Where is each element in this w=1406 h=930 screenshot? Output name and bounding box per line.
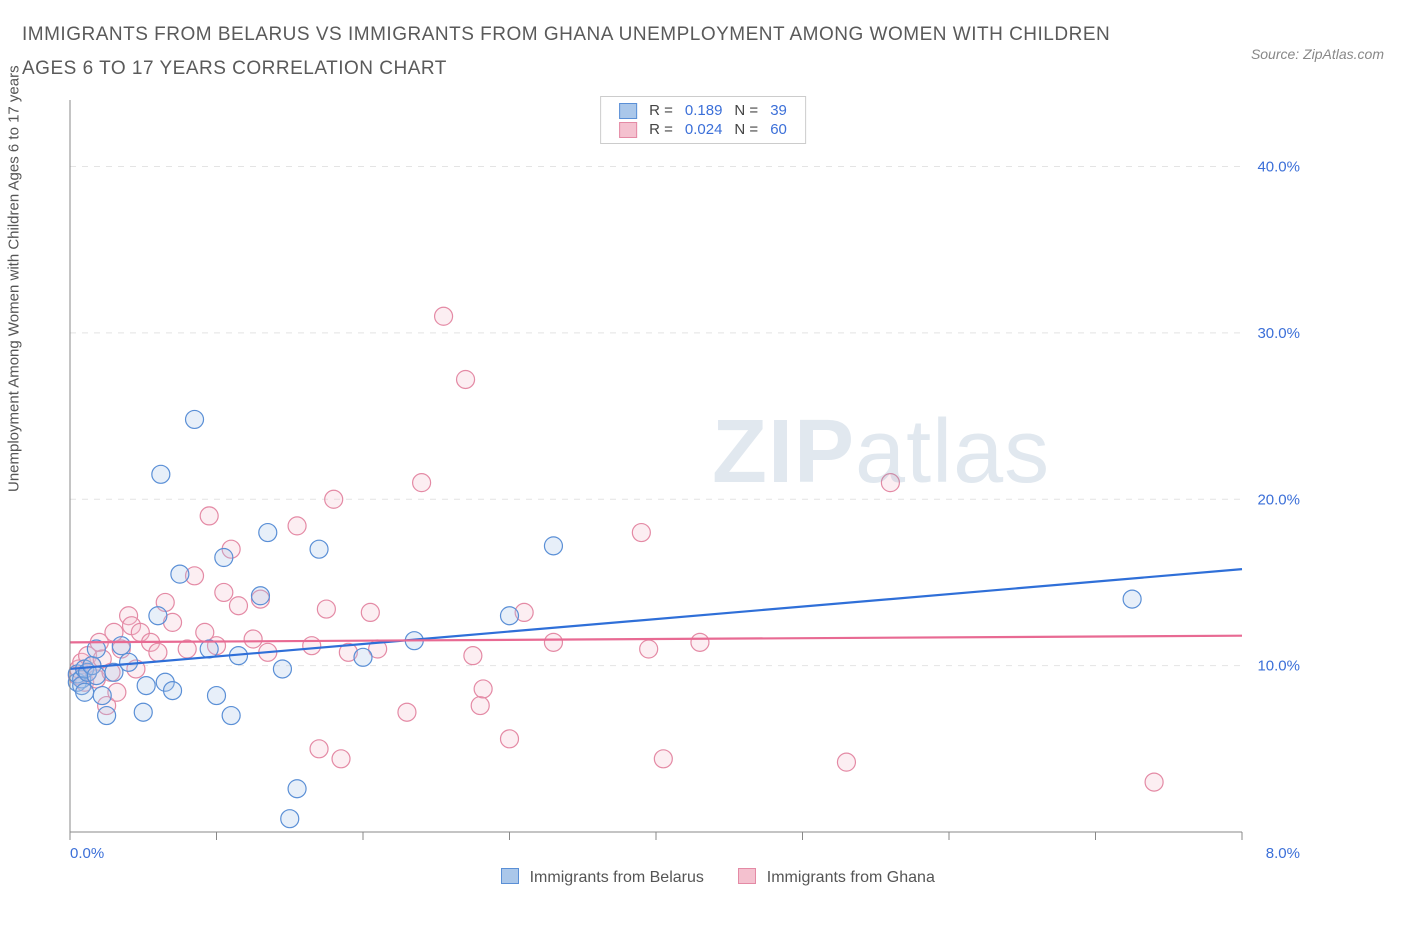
swatch-belarus xyxy=(619,103,637,119)
r-value-belarus: 0.189 xyxy=(679,101,729,120)
svg-text:10.0%: 10.0% xyxy=(1257,658,1300,675)
stats-legend: R = 0.189 N = 39 R = 0.024 N = 60 xyxy=(600,96,806,144)
svg-text:8.0%: 8.0% xyxy=(1266,845,1300,862)
legend-swatch-ghana xyxy=(738,868,756,884)
stats-row-ghana: R = 0.024 N = 60 xyxy=(613,120,793,139)
y-axis-label: Unemployment Among Women with Children A… xyxy=(6,65,23,492)
chart-container: Unemployment Among Women with Children A… xyxy=(22,96,1384,887)
source-label: Source: ZipAtlas.com xyxy=(1251,18,1384,62)
n-label: N = xyxy=(728,101,764,120)
n-value-ghana: 60 xyxy=(764,120,793,139)
scatter-chart: 10.0% 20.0% 30.0% 40.0% 0.0% 8.0% xyxy=(22,96,1312,866)
r-value-ghana: 0.024 xyxy=(679,120,729,139)
legend-swatch-belarus xyxy=(501,868,519,884)
swatch-ghana xyxy=(619,122,637,138)
page-title: IMMIGRANTS FROM BELARUS VS IMMIGRANTS FR… xyxy=(22,18,1122,86)
svg-text:0.0%: 0.0% xyxy=(70,845,104,862)
legend-label-ghana: Immigrants from Ghana xyxy=(767,869,935,886)
svg-text:20.0%: 20.0% xyxy=(1257,492,1300,509)
n-label: N = xyxy=(728,120,764,139)
svg-text:40.0%: 40.0% xyxy=(1257,159,1300,176)
r-label: R = xyxy=(643,120,679,139)
svg-text:30.0%: 30.0% xyxy=(1257,325,1300,342)
series-legend: Immigrants from Belarus Immigrants from … xyxy=(22,868,1384,887)
r-label: R = xyxy=(643,101,679,120)
stats-row-belarus: R = 0.189 N = 39 xyxy=(613,101,793,120)
n-value-belarus: 39 xyxy=(764,101,793,120)
legend-label-belarus: Immigrants from Belarus xyxy=(530,869,704,886)
